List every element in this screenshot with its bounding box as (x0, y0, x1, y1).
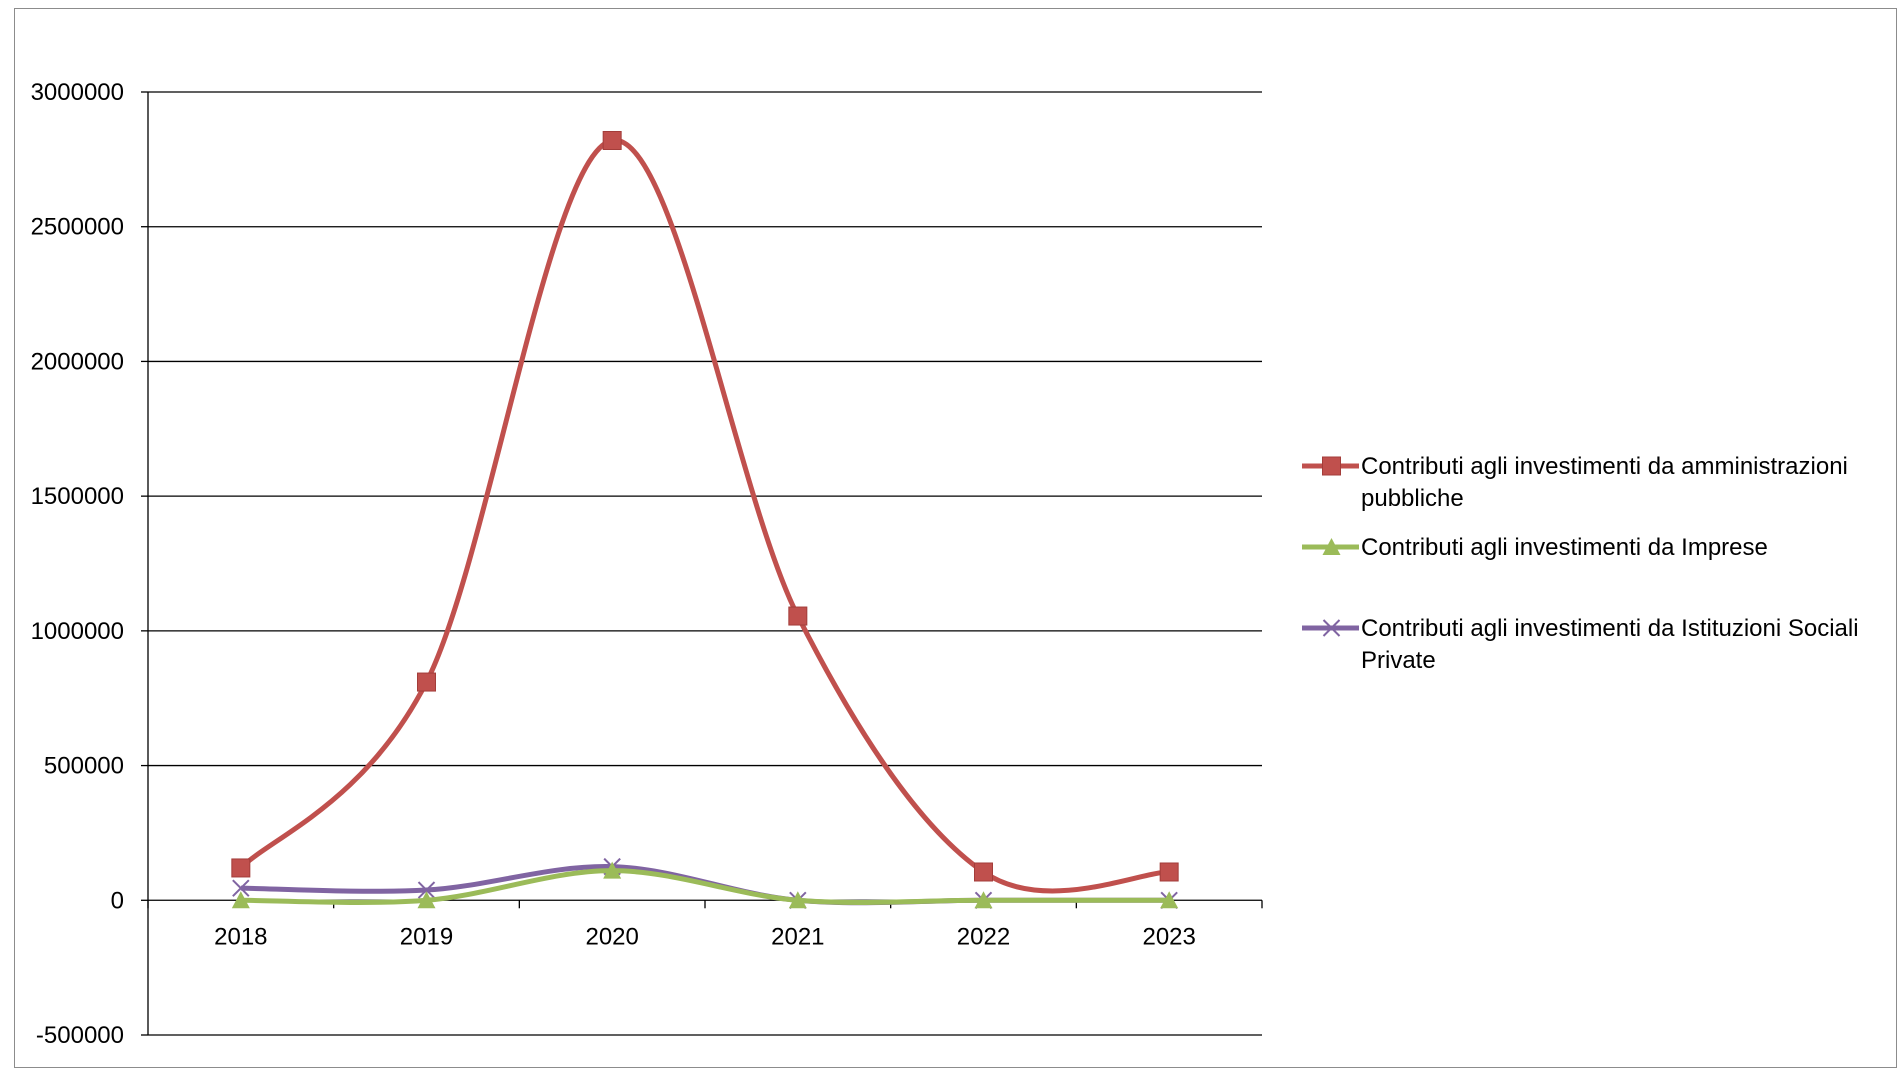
x-tick-label: 2020 (585, 923, 638, 950)
data-point-series-2 (603, 861, 622, 879)
y-tick-label: 0 (111, 887, 124, 914)
data-point-series-2 (417, 891, 436, 909)
series-line-1 (239, 137, 1170, 894)
legend-label: Contributi agli investimenti da Imprese (1361, 534, 1768, 561)
data-point-series-2 (788, 891, 807, 909)
legend-label: Private (1361, 647, 1436, 674)
x-tick-label: 2022 (957, 923, 1010, 950)
data-point-series-2 (1160, 891, 1179, 909)
legend-label: pubbliche (1361, 485, 1464, 512)
y-tick-label: 2500000 (31, 214, 124, 241)
data-point-series-1 (602, 130, 622, 150)
x-tick-label: 2018 (214, 923, 267, 950)
legend-marker-3 (1322, 619, 1341, 637)
data-point-series-1 (231, 858, 251, 878)
data-point-series-3 (232, 879, 250, 897)
series-line-2 (240, 868, 1170, 905)
legend-marker-2 (1322, 538, 1341, 555)
data-point-series-1 (788, 606, 808, 626)
data-point-series-1 (1159, 862, 1179, 882)
x-tick-label: 2021 (771, 923, 824, 950)
legend-label: Contributi agli investimenti da Istituzi… (1361, 615, 1859, 642)
x-tick-label: 2019 (400, 923, 453, 950)
x-tick-label: 2023 (1142, 923, 1195, 950)
data-point-series-2 (974, 891, 993, 909)
legend-label: Contributi agli investimenti da amminist… (1361, 453, 1848, 480)
y-tick-label: 500000 (44, 753, 124, 780)
y-tick-label: 1500000 (31, 483, 124, 510)
legend-marker-1 (1322, 456, 1341, 476)
data-point-series-2 (231, 891, 250, 909)
y-tick-label: -500000 (36, 1022, 124, 1049)
y-tick-label: 1000000 (31, 618, 124, 645)
data-point-series-1 (417, 672, 436, 692)
y-tick-label: 3000000 (31, 79, 124, 106)
data-point-series-3 (417, 881, 436, 899)
data-point-series-1 (974, 862, 993, 882)
y-tick-label: 2000000 (31, 348, 124, 375)
